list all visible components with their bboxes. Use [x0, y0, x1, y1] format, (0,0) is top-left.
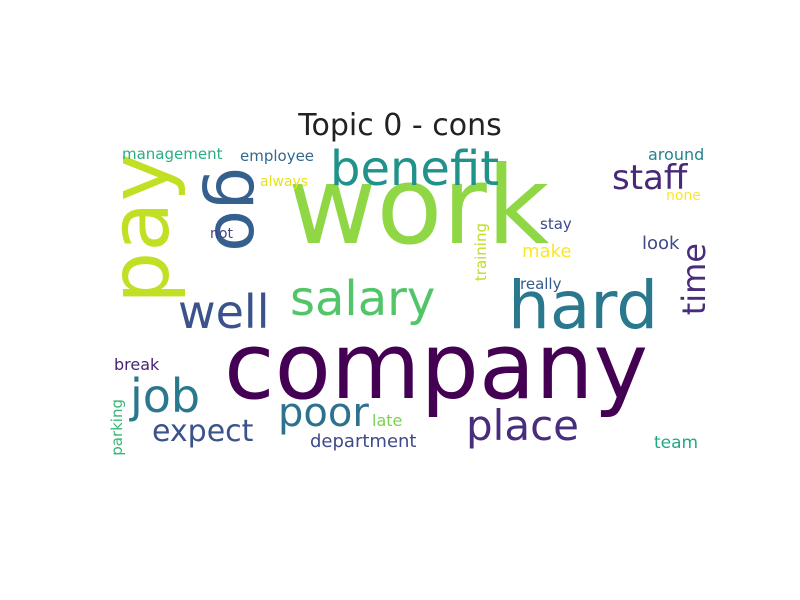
word-team: team — [654, 433, 699, 453]
word-stay: stay — [540, 215, 572, 233]
word-work: work — [288, 144, 550, 269]
word-expect: expect — [152, 414, 254, 449]
word-make: make — [522, 241, 572, 262]
word-hard: hard — [508, 267, 659, 344]
word-benefit: benefit — [330, 143, 500, 197]
word-salary: salary — [290, 271, 436, 327]
word-cloud: work company pay go hard benefit salary well job… — [100, 143, 720, 463]
word-parking: parking — [108, 398, 126, 456]
word-always: always — [260, 174, 309, 190]
word-not: not — [210, 226, 233, 242]
word-job: job — [130, 369, 201, 423]
word-well: well — [178, 285, 270, 339]
page-title: Topic 0 - cons — [298, 108, 502, 143]
word-company: company — [224, 313, 649, 420]
word-training: training — [472, 222, 490, 282]
word-break: break — [114, 355, 160, 374]
word-staff: staff — [612, 158, 688, 198]
word-management: management — [122, 145, 223, 163]
word-none: none — [666, 188, 701, 204]
word-place: place — [466, 401, 579, 450]
word-time: time — [675, 243, 713, 316]
word-late: late — [372, 411, 403, 430]
word-really: really — [520, 275, 562, 293]
word-poor: poor — [278, 390, 369, 436]
word-around: around — [648, 145, 705, 164]
word-pay: pay — [100, 152, 188, 304]
word-employee: employee — [240, 147, 315, 165]
word-department: department — [310, 431, 417, 452]
word-look: look — [642, 233, 680, 254]
